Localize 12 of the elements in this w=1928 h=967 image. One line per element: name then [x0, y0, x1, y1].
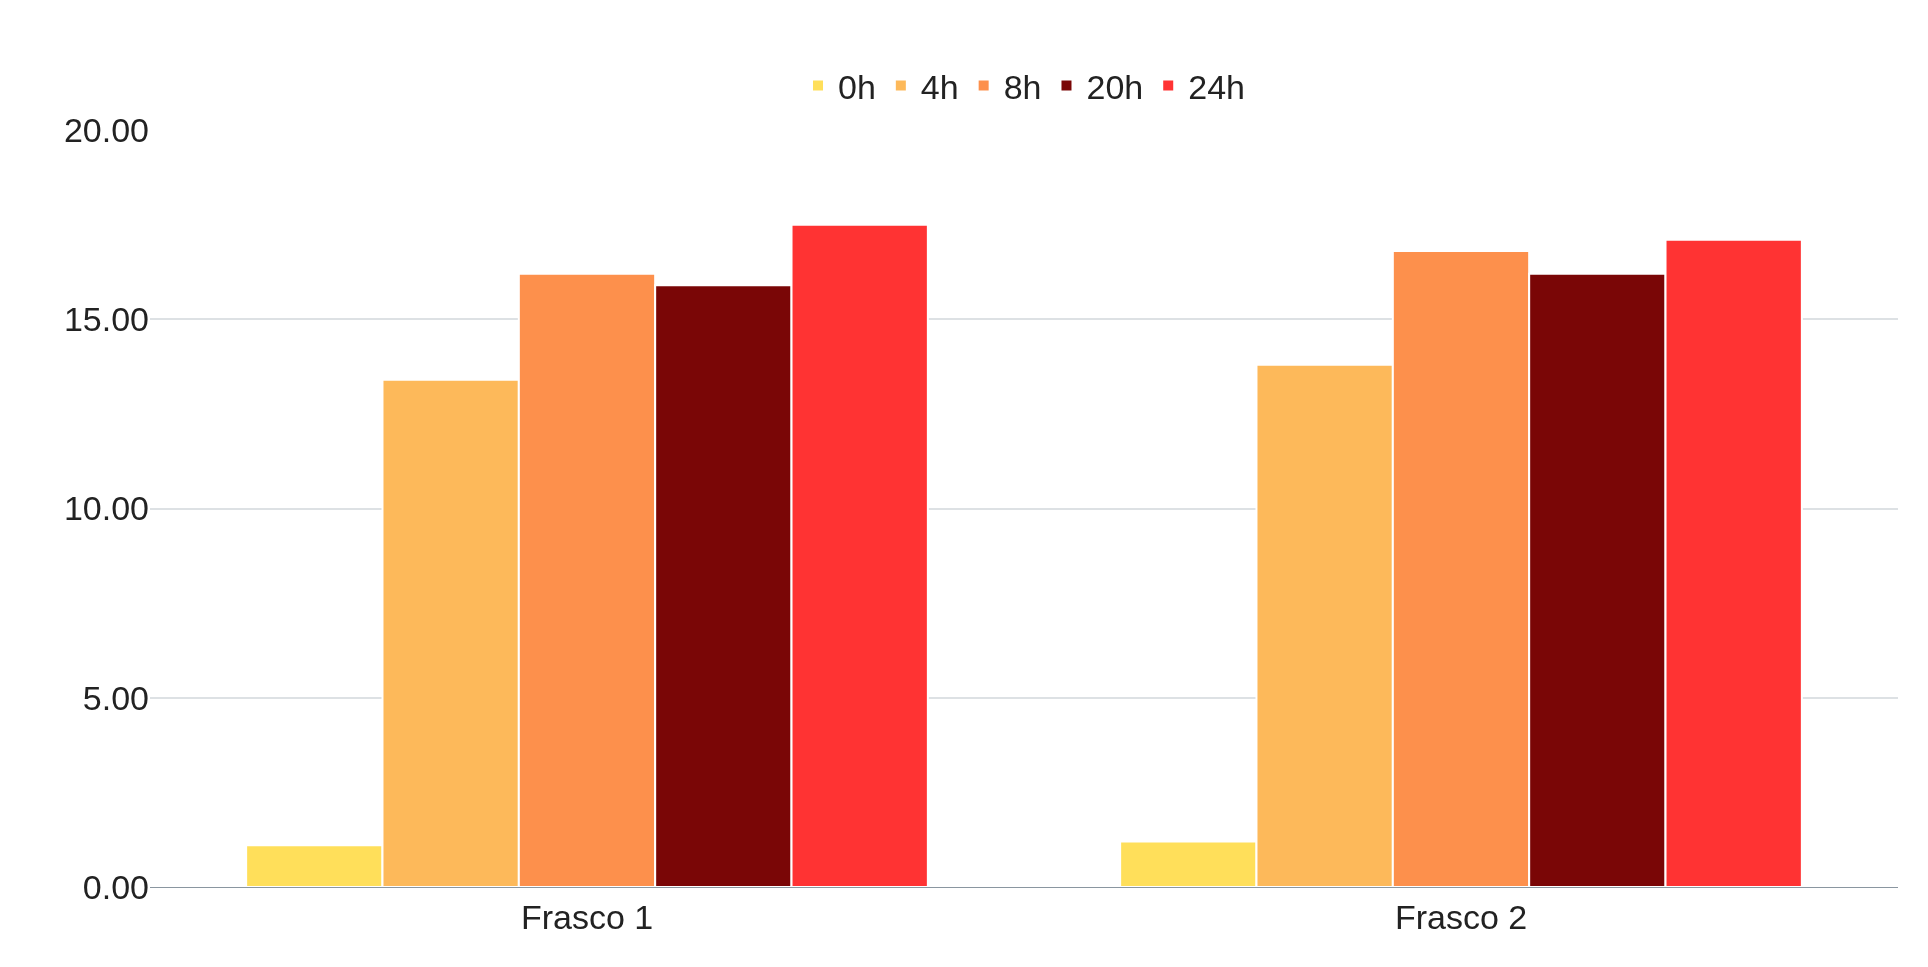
- legend-label: 20h: [1086, 67, 1144, 106]
- y-tick-label: 0.00: [82, 867, 149, 906]
- x-tick-label: Frasco 2: [1394, 897, 1528, 936]
- y-tick-label: 10.00: [63, 489, 149, 528]
- legend-label: 0h: [838, 67, 876, 106]
- y-tick-label: 15.00: [63, 300, 149, 339]
- legend-label: 8h: [1003, 67, 1042, 106]
- legend-label: 24h: [1188, 67, 1245, 106]
- legend-label: 4h: [920, 67, 959, 106]
- y-tick-label: 20.00: [63, 110, 149, 149]
- y-tick-label: 5.00: [82, 678, 149, 717]
- x-tick-label: Frasco 1: [520, 897, 654, 936]
